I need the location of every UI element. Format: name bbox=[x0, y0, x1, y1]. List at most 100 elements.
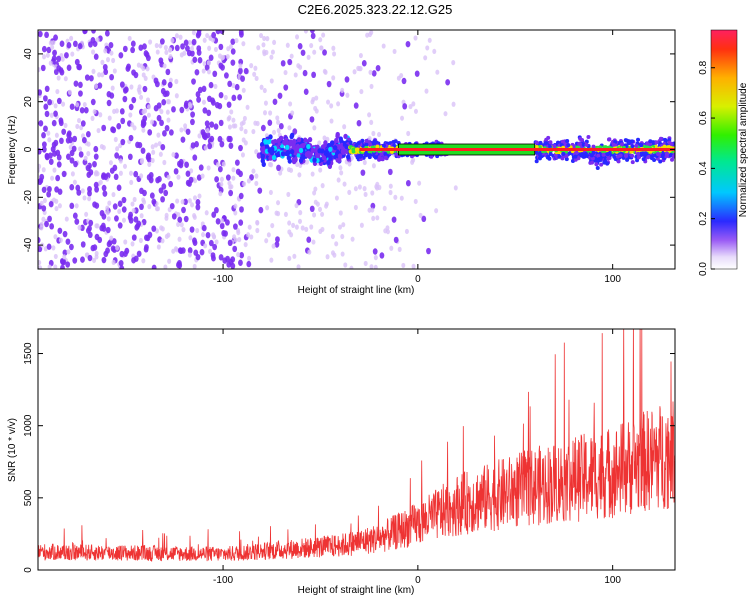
snr-ylabel: SNR (10 * v/v) bbox=[7, 418, 18, 482]
noise-point bbox=[41, 216, 46, 222]
onset-point bbox=[311, 147, 316, 154]
noise-point bbox=[64, 52, 69, 59]
noise-point bbox=[276, 127, 281, 134]
noise-point bbox=[156, 244, 161, 250]
noise-point bbox=[155, 176, 161, 184]
noise-point bbox=[336, 101, 341, 107]
noise-point bbox=[42, 54, 47, 60]
noise-point bbox=[179, 106, 185, 114]
noise-point bbox=[170, 37, 175, 44]
noise-point bbox=[225, 219, 230, 226]
noise-point bbox=[307, 249, 312, 255]
noise-point bbox=[179, 222, 184, 228]
noise-point bbox=[287, 255, 292, 262]
noise-point bbox=[187, 180, 192, 187]
noise-point bbox=[205, 231, 211, 239]
noise-point bbox=[252, 71, 257, 77]
onset-point bbox=[333, 145, 338, 151]
y-tick-label: 40 bbox=[23, 48, 34, 60]
noise-point bbox=[426, 247, 431, 255]
noise-point bbox=[215, 30, 221, 35]
colorbar-tick-label: 0.0 bbox=[698, 262, 709, 276]
noise-point bbox=[119, 108, 125, 115]
noise-point bbox=[191, 38, 197, 46]
signal-point bbox=[383, 155, 388, 160]
noise-point bbox=[112, 203, 118, 210]
noise-point bbox=[276, 200, 281, 206]
signal-point bbox=[596, 153, 601, 158]
noise-point bbox=[228, 258, 234, 266]
noise-point bbox=[303, 30, 308, 34]
noise-point bbox=[177, 160, 182, 168]
onset-point bbox=[286, 155, 292, 161]
signal-point bbox=[537, 156, 542, 161]
noise-point bbox=[82, 101, 87, 108]
noise-point bbox=[306, 54, 311, 60]
noise-point bbox=[38, 265, 43, 269]
noise-point bbox=[294, 202, 299, 209]
noise-point bbox=[154, 42, 159, 49]
signal-point bbox=[564, 157, 569, 162]
noise-point bbox=[210, 37, 215, 43]
noise-point bbox=[375, 185, 380, 191]
noise-point bbox=[202, 61, 207, 67]
noise-point bbox=[85, 227, 91, 234]
noise-point bbox=[208, 239, 214, 247]
spectrogram-axes: -100 0 100 -40 -20 0 20 40 bbox=[23, 30, 675, 285]
noise-point bbox=[94, 254, 99, 260]
noise-point bbox=[233, 123, 238, 129]
noise-point bbox=[322, 68, 327, 74]
noise-point bbox=[287, 220, 292, 226]
noise-point bbox=[342, 181, 347, 187]
noise-point bbox=[69, 35, 74, 41]
noise-point bbox=[38, 30, 43, 38]
noise-point bbox=[192, 56, 198, 63]
signal-point bbox=[581, 142, 586, 147]
noise-point bbox=[246, 232, 251, 238]
noise-point bbox=[359, 222, 364, 228]
noise-point bbox=[214, 176, 220, 183]
noise-point bbox=[367, 135, 372, 142]
noise-point bbox=[314, 108, 319, 114]
noise-point bbox=[427, 37, 432, 43]
noise-point bbox=[277, 92, 283, 99]
noise-point bbox=[70, 51, 75, 57]
onset-point bbox=[328, 146, 333, 152]
onset-point bbox=[300, 153, 305, 160]
noise-point bbox=[287, 125, 292, 131]
noise-point bbox=[242, 115, 247, 122]
noise-point bbox=[145, 54, 151, 62]
noise-point bbox=[245, 104, 250, 110]
noise-point bbox=[218, 62, 224, 69]
noise-point bbox=[177, 262, 183, 269]
x-tick-label: 100 bbox=[604, 274, 621, 285]
noise-point bbox=[163, 45, 168, 51]
noise-point bbox=[219, 222, 225, 230]
noise-point bbox=[310, 32, 316, 40]
noise-point bbox=[413, 108, 418, 114]
signal-point bbox=[620, 142, 625, 147]
noise-point bbox=[116, 123, 122, 130]
noise-point bbox=[231, 175, 236, 181]
noise-point bbox=[192, 195, 197, 201]
signal-point bbox=[367, 155, 372, 160]
noise-point bbox=[223, 94, 228, 101]
noise-point bbox=[96, 127, 101, 134]
noise-point bbox=[62, 249, 68, 256]
noise-point bbox=[174, 93, 179, 99]
signal-point bbox=[356, 141, 361, 146]
noise-point bbox=[75, 102, 80, 108]
noise-point bbox=[84, 74, 90, 81]
noise-point bbox=[306, 236, 312, 243]
noise-point bbox=[362, 186, 367, 192]
noise-point bbox=[41, 141, 47, 148]
noise-point bbox=[361, 60, 367, 67]
noise-point bbox=[313, 186, 318, 192]
noise-point bbox=[116, 184, 122, 191]
noise-point bbox=[110, 85, 115, 91]
noise-point bbox=[69, 243, 74, 251]
noise-point bbox=[91, 49, 96, 55]
noise-point bbox=[177, 247, 183, 254]
noise-point bbox=[118, 52, 124, 59]
signal-point bbox=[364, 152, 369, 157]
